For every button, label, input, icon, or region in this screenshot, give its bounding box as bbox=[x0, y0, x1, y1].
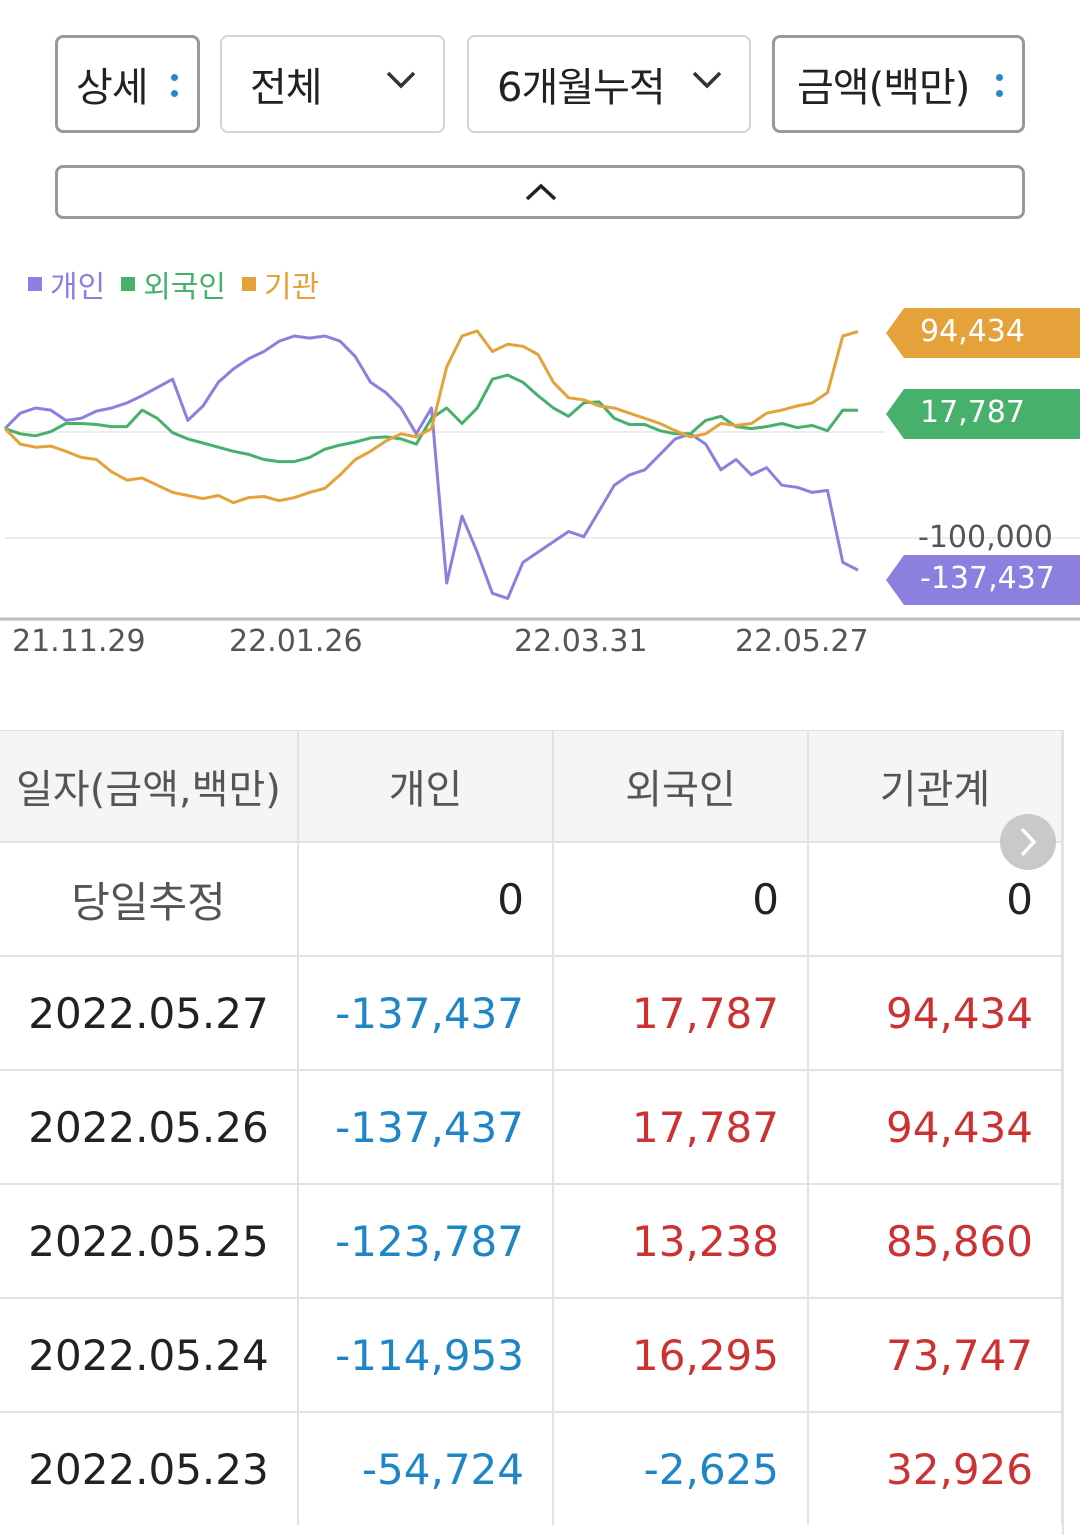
institution-cell: 85,860 bbox=[808, 1183, 1063, 1298]
institution-cell: 94,434 bbox=[808, 1069, 1063, 1184]
legend-item-institution: 기관 bbox=[242, 262, 319, 306]
tag-shape bbox=[886, 308, 1080, 358]
table-row: 2022.05.23 -54,724 -2,625 32,926 bbox=[0, 1411, 1063, 1525]
individual-cell: -123,787 bbox=[298, 1183, 554, 1298]
individual-cell: -137,437 bbox=[298, 955, 554, 1070]
foreign-cell: 17,787 bbox=[553, 1069, 809, 1184]
institution-cell: 32,926 bbox=[808, 1411, 1063, 1525]
vertical-dots-icon bbox=[996, 74, 1004, 106]
collapse-filters-button[interactable] bbox=[55, 165, 1025, 219]
column-header-institution[interactable]: 기관계 bbox=[808, 730, 1063, 842]
y-axis-label: -100,000 bbox=[918, 520, 1053, 555]
legend-label: 외국인 bbox=[143, 270, 227, 305]
next-columns-button[interactable] bbox=[1000, 814, 1056, 870]
table-header-row: 일자(금액,백만) 개인 외국인 기관계 bbox=[0, 730, 1063, 842]
table-row: 2022.05.24 -114,953 16,295 73,747 bbox=[0, 1297, 1063, 1412]
detail-filter-label: 상세 bbox=[76, 65, 149, 111]
chevron-down-icon bbox=[692, 71, 722, 89]
foreign-cell: 17,787 bbox=[553, 955, 809, 1070]
legend-item-foreign: 외국인 bbox=[121, 262, 226, 306]
individual-value-tag: -137,437 bbox=[886, 555, 1080, 605]
institution-cell: 94,434 bbox=[808, 955, 1063, 1070]
date-cell: 2022.05.27 bbox=[0, 955, 299, 1070]
foreign-cell: 16,295 bbox=[553, 1297, 809, 1412]
column-header-foreign[interactable]: 외국인 bbox=[553, 730, 809, 842]
institution-cell: 73,747 bbox=[808, 1297, 1063, 1412]
individual-last-value: -137,437 bbox=[920, 561, 1055, 596]
individual-series-line bbox=[3, 334, 859, 600]
scope-dropdown-label: 전체 bbox=[250, 65, 323, 111]
institution-series-line bbox=[3, 329, 859, 505]
investor-trade-table: 일자(금액,백만) 개인 외국인 기관계 당일추정 0 0 0 2022.05.… bbox=[0, 730, 1063, 1525]
individual-cell: 0 bbox=[298, 841, 554, 956]
column-header-individual[interactable]: 개인 bbox=[298, 730, 554, 842]
date-cell: 2022.05.25 bbox=[0, 1183, 299, 1298]
chevron-up-icon bbox=[525, 183, 557, 201]
date-cell: 2022.05.24 bbox=[0, 1297, 299, 1412]
chevron-down-icon bbox=[386, 71, 416, 89]
x-tick-label: 22.05.27 bbox=[735, 624, 869, 659]
period-dropdown[interactable]: 6개월누적 bbox=[467, 35, 751, 133]
foreign-series-line bbox=[4, 373, 859, 464]
date-cell: 2022.05.26 bbox=[0, 1069, 299, 1184]
foreign-cell: 0 bbox=[553, 841, 809, 956]
table-row: 2022.05.27 -137,437 17,787 94,434 bbox=[0, 955, 1063, 1070]
chart-legend: 개인 외국인 기관 bbox=[28, 262, 335, 306]
legend-swatch bbox=[242, 277, 257, 291]
legend-swatch bbox=[28, 277, 42, 291]
foreign-cell: -2,625 bbox=[553, 1411, 809, 1525]
detail-filter-button[interactable]: 상세 bbox=[55, 35, 200, 133]
date-cell: 2022.05.23 bbox=[0, 1411, 299, 1525]
chevron-right-icon bbox=[1020, 827, 1037, 857]
legend-item-individual: 개인 bbox=[28, 262, 105, 306]
scope-dropdown[interactable]: 전체 bbox=[220, 35, 445, 133]
unit-filter-label: 금액(백만) bbox=[797, 65, 970, 111]
foreign-value-tag: 17,787 bbox=[886, 389, 1080, 439]
tag-shape bbox=[886, 389, 1080, 439]
x-tick-label: 21.11.29 bbox=[12, 624, 146, 659]
vertical-dots-icon bbox=[171, 74, 179, 106]
x-tick-label: 22.01.26 bbox=[229, 624, 363, 659]
individual-cell: -54,724 bbox=[298, 1411, 554, 1525]
individual-cell: -114,953 bbox=[298, 1297, 554, 1412]
date-cell: 당일추정 bbox=[0, 841, 299, 956]
legend-label: 개인 bbox=[50, 270, 106, 305]
period-dropdown-label: 6개월누적 bbox=[497, 65, 666, 111]
investor-trend-chart bbox=[0, 329, 1080, 621]
legend-label: 기관 bbox=[264, 270, 320, 305]
table-row: 당일추정 0 0 0 bbox=[0, 841, 1063, 956]
table-row: 2022.05.26 -137,437 17,787 94,434 bbox=[0, 1069, 1063, 1184]
legend-swatch bbox=[121, 277, 136, 291]
column-header-date[interactable]: 일자(금액,백만) bbox=[0, 730, 299, 842]
foreign-last-value: 17,787 bbox=[920, 395, 1025, 430]
unit-filter-button[interactable]: 금액(백만) bbox=[772, 35, 1025, 133]
x-tick-label: 22.03.31 bbox=[514, 624, 648, 659]
foreign-cell: 13,238 bbox=[553, 1183, 809, 1298]
institution-last-value: 94,434 bbox=[920, 314, 1025, 349]
tag-shape bbox=[886, 555, 1080, 605]
table-right-edge bbox=[1062, 730, 1080, 1535]
individual-cell: -137,437 bbox=[298, 1069, 554, 1184]
institution-value-tag: 94,434 bbox=[886, 308, 1080, 358]
table-row: 2022.05.25 -123,787 13,238 85,860 bbox=[0, 1183, 1063, 1298]
